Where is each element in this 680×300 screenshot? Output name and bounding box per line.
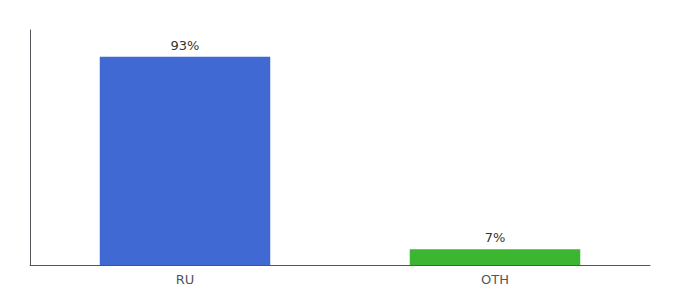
svg-text:OTH: OTH: [481, 272, 509, 287]
svg-text:RU: RU: [176, 272, 195, 287]
svg-text:93%: 93%: [171, 38, 200, 53]
svg-text:7%: 7%: [485, 230, 506, 245]
